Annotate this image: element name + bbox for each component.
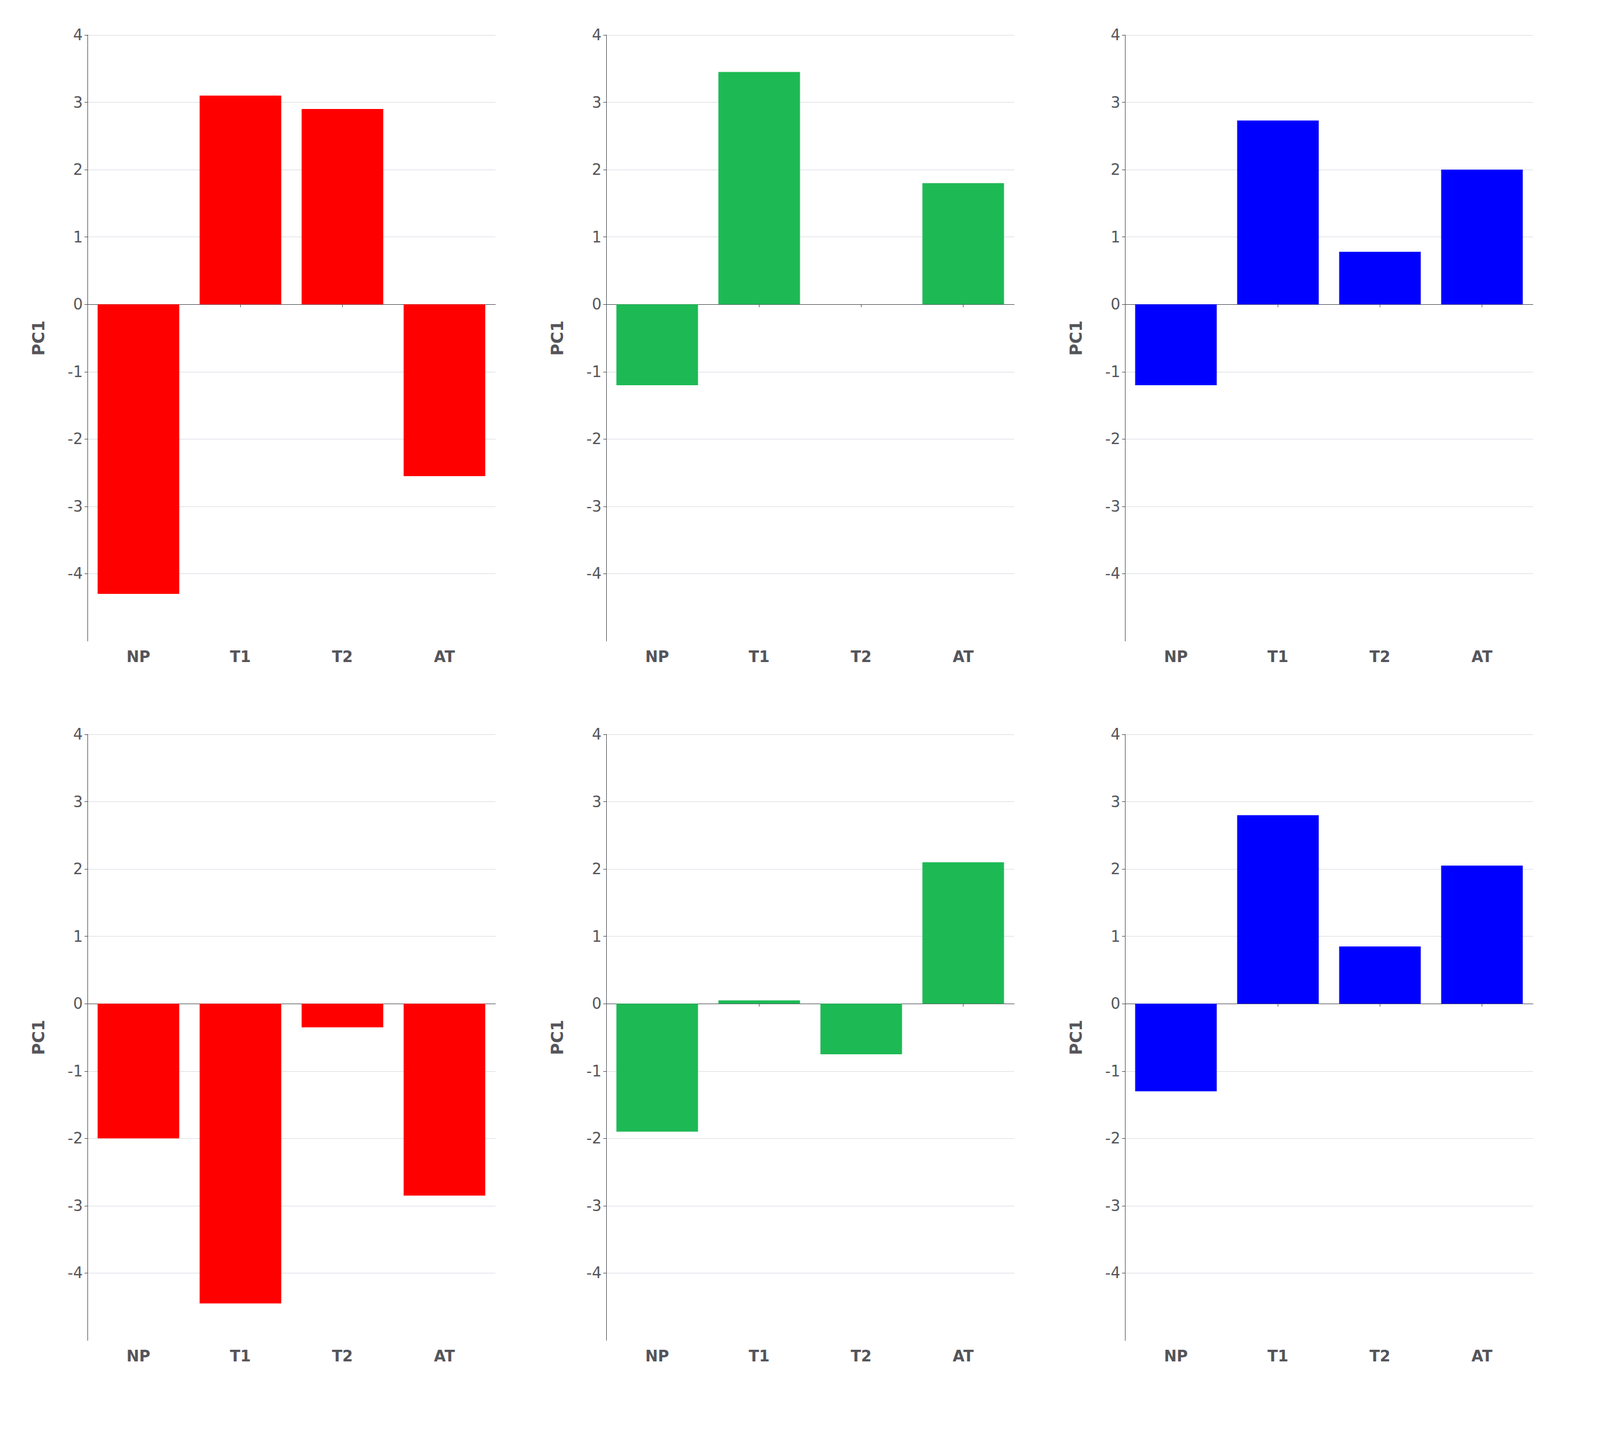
svg-text:NP: NP bbox=[645, 648, 670, 666]
svg-text:2: 2 bbox=[72, 860, 83, 878]
svg-text:2: 2 bbox=[591, 860, 602, 878]
svg-text:3: 3 bbox=[72, 93, 83, 112]
svg-text:1: 1 bbox=[1110, 228, 1121, 246]
svg-text:AT: AT bbox=[434, 648, 456, 666]
svg-text:T2: T2 bbox=[851, 648, 872, 666]
svg-text:T2: T2 bbox=[1369, 1347, 1391, 1366]
svg-text:-2: -2 bbox=[586, 1129, 602, 1148]
svg-text:T1: T1 bbox=[1267, 648, 1289, 666]
svg-text:AT: AT bbox=[953, 1347, 974, 1366]
svg-text:1: 1 bbox=[591, 927, 602, 946]
svg-text:-3: -3 bbox=[586, 1197, 602, 1215]
svg-text:PC1: PC1 bbox=[29, 320, 49, 357]
svg-text:3: 3 bbox=[1110, 793, 1121, 811]
svg-text:-3: -3 bbox=[67, 497, 83, 516]
svg-text:NP: NP bbox=[126, 648, 151, 666]
svg-text:4: 4 bbox=[1110, 725, 1121, 744]
svg-text:PC1: PC1 bbox=[29, 1020, 49, 1056]
svg-text:NP: NP bbox=[645, 1347, 670, 1366]
svg-text:-1: -1 bbox=[1105, 1062, 1121, 1081]
svg-text:2: 2 bbox=[72, 160, 83, 179]
svg-text:-2: -2 bbox=[1105, 1129, 1121, 1148]
svg-text:0: 0 bbox=[72, 295, 83, 314]
svg-text:-4: -4 bbox=[1105, 564, 1121, 583]
svg-text:4: 4 bbox=[1110, 26, 1121, 44]
svg-text:1: 1 bbox=[72, 927, 83, 946]
svg-text:NP: NP bbox=[1164, 1347, 1188, 1366]
svg-text:T2: T2 bbox=[332, 648, 354, 666]
svg-text:T2: T2 bbox=[332, 1347, 354, 1366]
svg-text:AT: AT bbox=[1471, 648, 1493, 666]
svg-text:NP: NP bbox=[1164, 648, 1188, 666]
svg-text:T1: T1 bbox=[230, 648, 252, 666]
svg-text:PC1: PC1 bbox=[1066, 320, 1086, 357]
svg-text:-1: -1 bbox=[586, 1062, 602, 1081]
svg-text:3: 3 bbox=[591, 93, 602, 112]
svg-text:0: 0 bbox=[1110, 295, 1121, 314]
svg-text:AT: AT bbox=[1471, 1347, 1493, 1366]
svg-text:1: 1 bbox=[1110, 927, 1121, 946]
svg-text:-4: -4 bbox=[586, 1264, 602, 1282]
svg-text:-3: -3 bbox=[1105, 1197, 1121, 1215]
svg-text:-3: -3 bbox=[586, 497, 602, 516]
svg-text:NP: NP bbox=[126, 1347, 151, 1366]
svg-text:-2: -2 bbox=[67, 1129, 83, 1148]
svg-text:-1: -1 bbox=[586, 363, 602, 381]
svg-text:-1: -1 bbox=[67, 363, 83, 381]
svg-text:T2: T2 bbox=[851, 1347, 872, 1366]
svg-text:3: 3 bbox=[591, 793, 602, 811]
svg-text:3: 3 bbox=[72, 793, 83, 811]
svg-text:-4: -4 bbox=[586, 564, 602, 583]
svg-text:-2: -2 bbox=[586, 430, 602, 448]
svg-text:4: 4 bbox=[72, 725, 83, 744]
svg-text:-1: -1 bbox=[67, 1062, 83, 1081]
svg-text:T1: T1 bbox=[748, 648, 770, 666]
svg-text:0: 0 bbox=[591, 295, 602, 314]
svg-text:-3: -3 bbox=[1105, 497, 1121, 516]
svg-text:4: 4 bbox=[591, 26, 602, 44]
svg-text:PC1: PC1 bbox=[547, 1020, 568, 1056]
svg-text:-4: -4 bbox=[67, 1264, 83, 1282]
svg-text:-3: -3 bbox=[67, 1197, 83, 1215]
svg-text:4: 4 bbox=[591, 725, 602, 744]
svg-text:T1: T1 bbox=[230, 1347, 252, 1366]
svg-text:0: 0 bbox=[72, 994, 83, 1013]
svg-text:-2: -2 bbox=[1105, 430, 1121, 448]
svg-text:PC1: PC1 bbox=[547, 320, 568, 357]
svg-text:-4: -4 bbox=[67, 564, 83, 583]
svg-text:2: 2 bbox=[591, 160, 602, 179]
svg-text:T2: T2 bbox=[1369, 648, 1391, 666]
svg-text:AT: AT bbox=[953, 648, 974, 666]
svg-text:2: 2 bbox=[1110, 160, 1121, 179]
svg-text:T1: T1 bbox=[748, 1347, 770, 1366]
svg-text:0: 0 bbox=[1110, 994, 1121, 1013]
svg-text:AT: AT bbox=[434, 1347, 456, 1366]
svg-text:-1: -1 bbox=[1105, 363, 1121, 381]
svg-text:PC1: PC1 bbox=[1066, 1020, 1086, 1056]
svg-text:3: 3 bbox=[1110, 93, 1121, 112]
svg-text:2: 2 bbox=[1110, 860, 1121, 878]
svg-text:4: 4 bbox=[72, 26, 83, 44]
svg-text:1: 1 bbox=[72, 228, 83, 246]
svg-text:0: 0 bbox=[591, 994, 602, 1013]
svg-text:-4: -4 bbox=[1105, 1264, 1121, 1282]
svg-text:T1: T1 bbox=[1267, 1347, 1289, 1366]
svg-text:1: 1 bbox=[591, 228, 602, 246]
svg-text:-2: -2 bbox=[67, 430, 83, 448]
